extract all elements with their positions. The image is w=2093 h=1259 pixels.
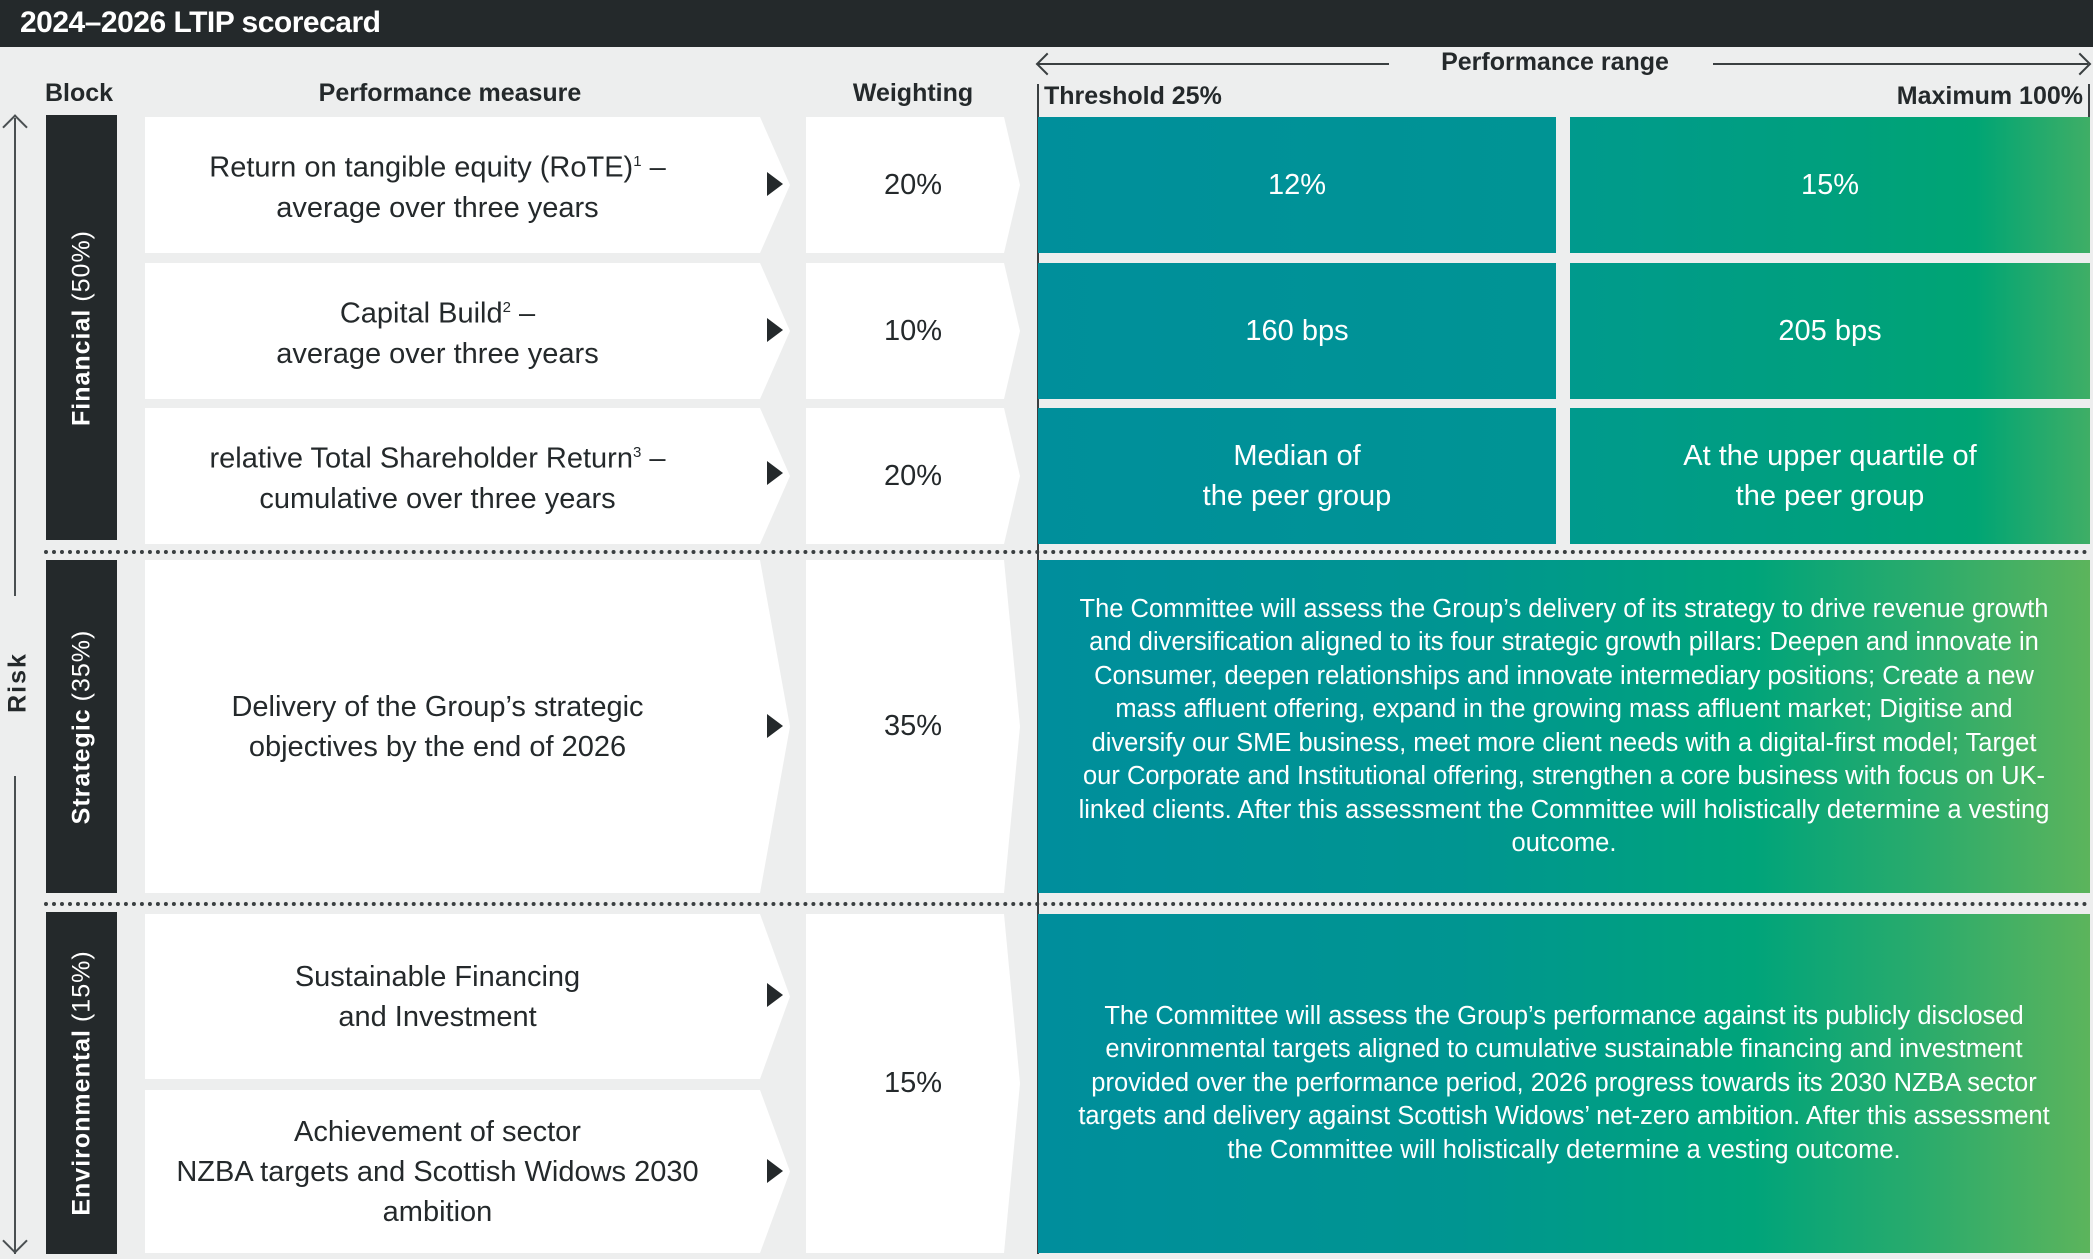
measure-capital-build: Capital Build2 – average over three years <box>145 263 790 399</box>
range-line-right <box>1713 63 2088 65</box>
measure-sf-line1: Sustainable Financing <box>294 960 581 993</box>
range-environmental-text: The Committee will assess the Group’s pe… <box>1078 1001 2050 1164</box>
measure-capital-dash: – <box>510 297 536 330</box>
threshold-rtsr-line2: the peer group <box>1202 480 1392 512</box>
play-icon <box>767 461 783 485</box>
measure-rtsr-line1: relative Total Shareholder Return <box>209 442 633 475</box>
footnote-2: 2 <box>502 299 511 317</box>
threshold-capital-build: 160 bps <box>1038 263 1556 399</box>
left-margin <box>0 47 6 1259</box>
block-header: Block <box>45 79 114 107</box>
measure-strategic-line1: Delivery of the Group’s strategic <box>231 690 644 723</box>
range-strategic-text: The Committee will assess the Group’s de… <box>1078 594 2050 858</box>
range-environmental: The Committee will assess the Group’s pe… <box>1038 914 2090 1253</box>
block-divider <box>44 550 2089 554</box>
measure-rote-dash: – <box>641 151 666 184</box>
threshold-rtsr: Median of the peer group <box>1038 408 1556 544</box>
measure-rote-line2: average over three years <box>276 191 599 224</box>
threshold-rote: 12% <box>1038 117 1556 253</box>
play-icon <box>767 172 783 196</box>
measure-rote-line1: Return on tangible equity (RoTE) <box>209 151 634 184</box>
block-strategic: Strategic (35%) <box>46 560 117 893</box>
measure-nzba-line2: NZBA targets and Scottish Widows 2030 <box>176 1155 699 1188</box>
weighting-rote: 20% <box>806 117 1020 253</box>
measure-capital-line1: Capital Build <box>339 297 503 330</box>
footnote-1: 1 <box>633 153 642 171</box>
threshold-header: Threshold 25% <box>1044 82 1222 110</box>
block-strategic-name: Strategic <box>67 707 95 824</box>
block-financial-pct: (50%) <box>67 229 95 302</box>
play-icon <box>767 983 783 1007</box>
measure-nzba: Achievement of sector NZBA targets and Sc… <box>145 1090 790 1253</box>
measure-nzba-line1: Achievement of sector <box>294 1115 581 1148</box>
measure-rtsr-line2: cumulative over three years <box>259 482 616 515</box>
block-divider <box>44 902 2089 906</box>
block-environmental: Environmental (15%) <box>46 912 117 1254</box>
footnote-3: 3 <box>632 444 642 462</box>
maximum-capital-build: 205 bps <box>1570 263 2090 399</box>
measure-rtsr-dash: – <box>641 442 666 475</box>
measure-nzba-line3: ambition <box>382 1195 493 1228</box>
risk-axis-line-top <box>14 118 16 596</box>
maximum-rtsr: At the upper quartile of the peer group <box>1570 408 2090 544</box>
maximum-rote: 15% <box>1570 117 2090 253</box>
maximum-rtsr-line2: the peer group <box>1735 480 1925 512</box>
weighting-header: Weighting <box>852 79 974 107</box>
measure-capital-line2: average over three years <box>276 337 599 370</box>
weighting-strategic: 35% <box>806 560 1020 893</box>
performance-range-header: Performance range <box>1441 48 1669 76</box>
block-environmental-name: Environmental <box>67 1028 95 1216</box>
risk-axis-line-bottom <box>14 776 16 1254</box>
threshold-rtsr-line1: Median of <box>1233 440 1361 472</box>
measure-rote: Return on tangible equity (RoTE)1 – avera… <box>145 117 790 253</box>
measure-rtsr: relative Total Shareholder Return3 – cumu… <box>145 408 790 544</box>
measure-strategic-line2: objectives by the end of 2026 <box>248 730 627 763</box>
block-financial: Financial (50%) <box>46 115 117 540</box>
range-line-left <box>1037 63 1389 65</box>
block-environmental-pct: (15%) <box>67 950 95 1023</box>
risk-down-arrow-icon <box>2 1228 28 1254</box>
block-strategic-pct: (35%) <box>67 629 95 701</box>
maximum-header: Maximum 100% <box>1896 82 2083 110</box>
risk-axis-label: Risk <box>3 652 32 713</box>
measure-header: Performance measure <box>318 79 582 107</box>
range-right-arrow-icon <box>2068 52 2092 76</box>
weighting-environmental: 15% <box>806 914 1020 1253</box>
measure-sustainable-financing: Sustainable Financing and Investment <box>145 914 790 1079</box>
range-right-tick <box>2088 84 2090 118</box>
title-bar: 2024–2026 LTIP scorecard <box>0 0 2093 47</box>
page-title: 2024–2026 LTIP scorecard <box>20 6 381 39</box>
play-icon <box>767 714 783 738</box>
range-strategic: The Committee will assess the Group’s de… <box>1038 560 2090 893</box>
play-icon <box>767 318 783 342</box>
weighting-capital-build: 10% <box>806 263 1020 399</box>
weighting-rtsr: 20% <box>806 408 1020 544</box>
measure-sf-line2: and Investment <box>338 1000 537 1033</box>
play-icon <box>767 1159 783 1183</box>
maximum-rtsr-line1: At the upper quartile of <box>1683 440 1977 472</box>
block-financial-name: Financial <box>67 308 95 426</box>
measure-strategic: Delivery of the Group’s strategic objecti… <box>145 560 790 893</box>
